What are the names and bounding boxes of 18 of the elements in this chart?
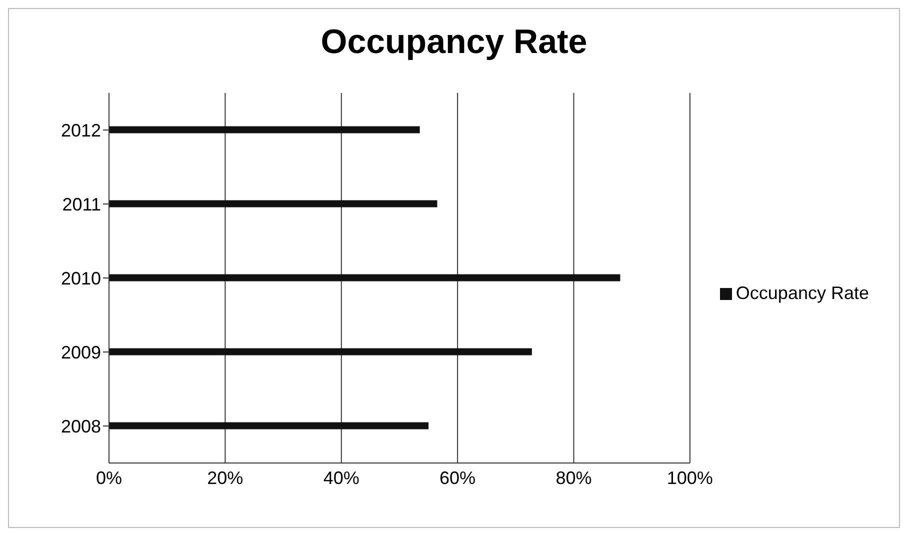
bar — [109, 274, 620, 282]
x-tick-label: 20% — [207, 468, 244, 488]
x-tick-label: 80% — [556, 468, 592, 488]
chart-title: Occupancy Rate — [320, 23, 588, 63]
y-tick-label: 2012 — [60, 120, 101, 140]
x-tick-label: 100% — [666, 468, 713, 488]
bar — [109, 422, 429, 430]
x-tick-label: 40% — [323, 468, 360, 488]
y-tick-label: 2008 — [60, 416, 101, 436]
bar — [109, 200, 438, 208]
y-tick-label: 2011 — [62, 194, 101, 214]
legend-label: Occupancy Rate — [736, 282, 869, 302]
x-tick-label: 0% — [96, 468, 122, 488]
x-tick-label: 60% — [440, 468, 476, 488]
y-tick-label: 2009 — [60, 342, 101, 362]
y-tick-label: 2010 — [60, 268, 101, 288]
bar — [109, 348, 532, 356]
bar — [109, 126, 420, 134]
